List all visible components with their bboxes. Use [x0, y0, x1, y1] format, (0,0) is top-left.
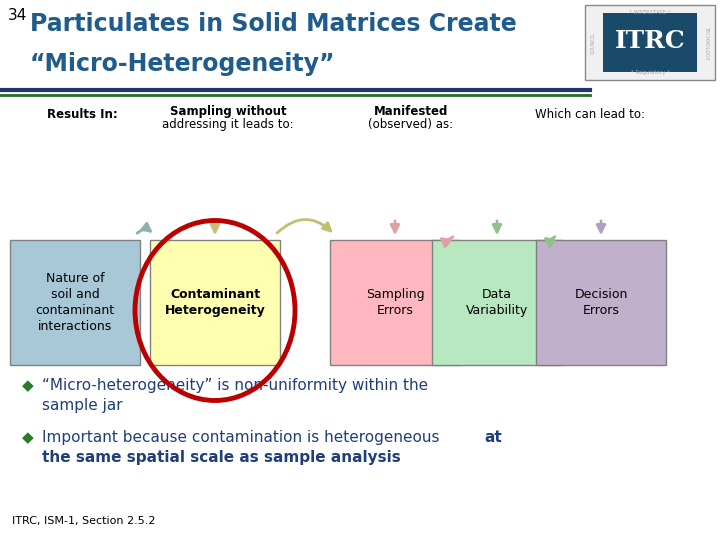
Text: Manifested: Manifested — [374, 105, 448, 118]
FancyBboxPatch shape — [536, 240, 666, 365]
Text: Which can lead to:: Which can lead to: — [535, 108, 645, 121]
Text: ◆: ◆ — [22, 430, 34, 445]
FancyBboxPatch shape — [10, 240, 140, 365]
Text: Sampling
Errors: Sampling Errors — [366, 288, 424, 317]
Text: Results In:: Results In: — [47, 108, 117, 121]
FancyBboxPatch shape — [603, 13, 697, 72]
Text: * Regulatory *: * Regulatory * — [631, 70, 670, 75]
Text: ◆: ◆ — [22, 378, 34, 393]
Text: Particulates in Solid Matrices Create: Particulates in Solid Matrices Create — [30, 12, 517, 36]
Text: COUNCIL: COUNCIL — [590, 31, 595, 53]
Text: * INTERSTATE *: * INTERSTATE * — [629, 10, 671, 15]
Text: Important because contamination is heterogeneous: Important because contamination is heter… — [42, 430, 444, 445]
Text: TECHNOLOGY: TECHNOLOGY — [704, 26, 709, 59]
Text: sample jar: sample jar — [42, 398, 122, 413]
FancyArrowPatch shape — [211, 221, 219, 232]
Text: 34: 34 — [8, 8, 27, 23]
Text: Contaminant
Heterogeneity: Contaminant Heterogeneity — [165, 288, 266, 317]
Text: “Micro-heterogeneity” is non-uniformity within the: “Micro-heterogeneity” is non-uniformity … — [42, 378, 428, 393]
Text: at: at — [484, 430, 502, 445]
FancyArrowPatch shape — [597, 221, 605, 232]
FancyArrowPatch shape — [277, 219, 330, 233]
Text: addressing it leads to:: addressing it leads to: — [162, 118, 294, 131]
Text: ITRC, ISM-1, Section 2.5.2: ITRC, ISM-1, Section 2.5.2 — [12, 516, 156, 526]
Text: “Micro-Heterogeneity”: “Micro-Heterogeneity” — [30, 52, 336, 76]
Text: Data
Variability: Data Variability — [466, 288, 528, 317]
FancyArrowPatch shape — [441, 237, 453, 247]
FancyArrowPatch shape — [137, 224, 150, 233]
Text: ITRC: ITRC — [615, 29, 685, 52]
Text: Decision
Errors: Decision Errors — [575, 288, 628, 317]
Text: Sampling without: Sampling without — [170, 105, 287, 118]
Text: (observed) as:: (observed) as: — [369, 118, 454, 131]
Text: Nature of
soil and
contaminant
interactions: Nature of soil and contaminant interacti… — [35, 272, 114, 333]
FancyArrowPatch shape — [493, 221, 501, 232]
FancyBboxPatch shape — [150, 240, 280, 365]
FancyBboxPatch shape — [330, 240, 460, 365]
FancyBboxPatch shape — [585, 5, 715, 80]
Text: the same spatial scale as sample analysis: the same spatial scale as sample analysi… — [42, 450, 401, 465]
FancyBboxPatch shape — [432, 240, 562, 365]
FancyArrowPatch shape — [546, 237, 555, 246]
FancyArrowPatch shape — [391, 221, 399, 232]
